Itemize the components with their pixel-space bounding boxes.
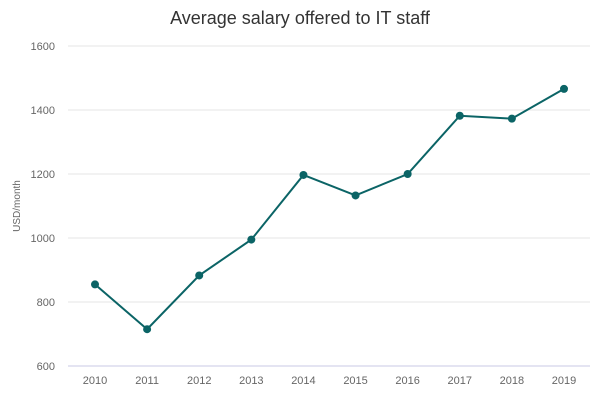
- data-point: [507, 114, 516, 123]
- x-tick-label: 2010: [83, 375, 107, 387]
- series-line: [94, 88, 565, 331]
- y-tick-label: 800: [37, 297, 55, 309]
- data-point: [455, 111, 464, 120]
- x-axis-ticks: 2010 2011 2012 2013 2014 2015 2016 2017 2018 2019: [83, 375, 576, 387]
- x-tick-label: 2019: [552, 375, 576, 387]
- x-tick-label: 2014: [291, 375, 315, 387]
- x-tick-label: 2011: [135, 375, 159, 387]
- x-tick-label: 2018: [500, 375, 524, 387]
- gridlines: [68, 45, 590, 303]
- x-tick-label: 2013: [239, 375, 263, 387]
- x-tick-label: 2016: [395, 375, 419, 387]
- data-points: [91, 84, 568, 334]
- data-point: [247, 235, 256, 244]
- data-point: [403, 170, 412, 178]
- data-point: [91, 280, 99, 289]
- y-tick-label: 600: [37, 361, 55, 373]
- y-tick-label: 1000: [31, 233, 55, 245]
- chart-title: Average salary offered to IT staff: [170, 8, 430, 28]
- y-tick-label: 1400: [31, 105, 55, 117]
- data-point: [299, 170, 308, 179]
- x-tick-label: 2015: [343, 375, 367, 387]
- data-point: [195, 271, 204, 280]
- x-tick-label: 2017: [448, 375, 472, 387]
- data-point: [560, 84, 568, 93]
- y-tick-label: 1600: [31, 41, 55, 53]
- y-axis-label: USD/month: [12, 180, 23, 232]
- data-point: [351, 191, 360, 200]
- x-tick-label: 2012: [187, 375, 211, 387]
- data-point: [143, 325, 152, 334]
- y-axis-ticks: 600 800 1000 1200 1400 1600: [31, 41, 55, 373]
- y-tick-label: 1200: [31, 169, 55, 181]
